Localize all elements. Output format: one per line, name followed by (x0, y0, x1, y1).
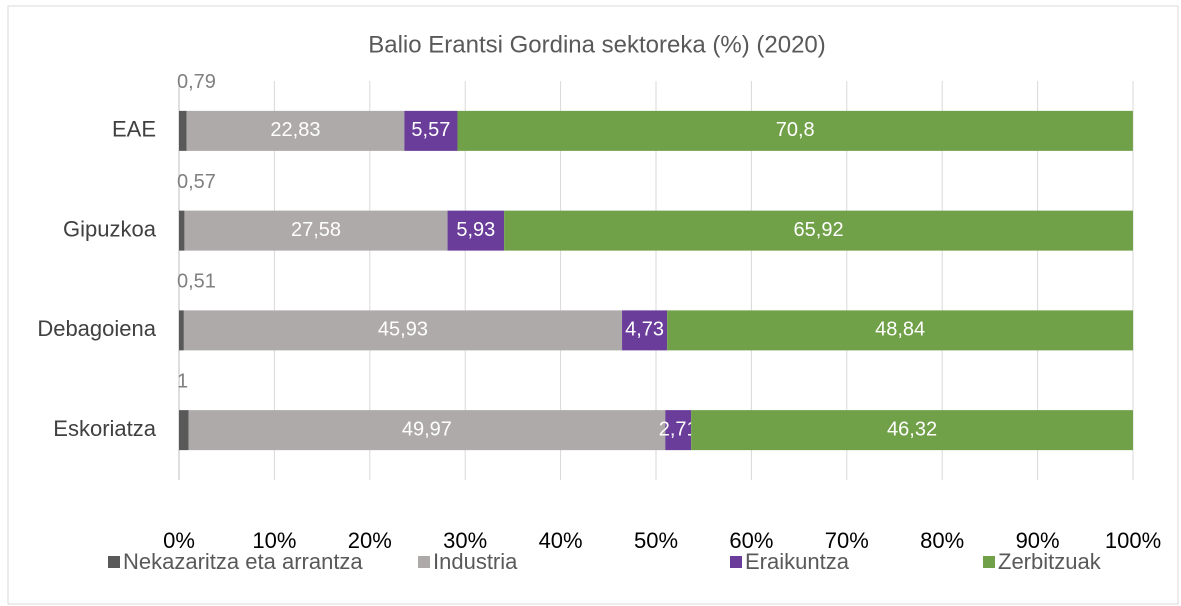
bar-segment (184, 210, 448, 251)
legend-label: Zerbitzuak (998, 549, 1102, 574)
bar-segment (457, 110, 1133, 151)
x-tick-label: 40% (539, 528, 583, 553)
x-tick-label: 80% (920, 528, 964, 553)
data-label: 4,73 (625, 319, 664, 341)
bar-segment (504, 210, 1134, 251)
x-tick-label: 10% (252, 528, 296, 553)
legend-swatch (730, 556, 742, 568)
data-label: 5,57 (411, 119, 450, 141)
data-label: 65,92 (794, 219, 844, 241)
legend-swatch (983, 556, 995, 568)
x-tick-label: 50% (634, 528, 678, 553)
bar-segment (691, 410, 1133, 451)
y-tick-label: Gipuzkoa (63, 216, 157, 241)
x-tick-label: 0% (163, 528, 195, 553)
chart-border (7, 5, 1179, 605)
x-tick-label: 20% (348, 528, 392, 553)
data-label: 46,32 (887, 418, 937, 440)
x-tick-label: 30% (443, 528, 487, 553)
legend-swatch (418, 556, 430, 568)
bar-segment (188, 410, 666, 451)
chart-title: Balio Erantsi Gordina sektoreka (%) (202… (368, 31, 826, 58)
bar-segment (179, 310, 184, 351)
bar-segment (183, 310, 623, 351)
data-label: 22,83 (270, 119, 320, 141)
x-tick-label: 70% (825, 528, 869, 553)
bar-segment (665, 410, 692, 451)
bar-segment (622, 310, 668, 351)
legend-swatch (108, 556, 120, 568)
data-label: 49,97 (402, 418, 452, 440)
data-label: 27,58 (291, 219, 341, 241)
data-label: 0,57 (177, 171, 216, 193)
data-label: 0,51 (177, 271, 216, 293)
x-tick-label: 90% (1016, 528, 1060, 553)
data-label: 45,93 (378, 319, 428, 341)
data-label: 48,84 (875, 319, 925, 341)
data-label: 70,8 (776, 119, 815, 141)
legend-label: Nekazaritza eta arrantza (123, 549, 363, 574)
x-tick-label: 100% (1105, 528, 1161, 553)
data-label: 1 (177, 370, 188, 392)
bar-segment (186, 110, 405, 151)
bar-segment (179, 410, 189, 451)
legend-label: Industria (433, 549, 518, 574)
x-tick-label: 60% (729, 528, 773, 553)
bar-segment (179, 210, 185, 251)
data-label: 2,71 (659, 418, 698, 440)
bar-segment (404, 110, 458, 151)
bar-segment (179, 110, 187, 151)
y-tick-label: EAE (112, 117, 156, 142)
bar-segment (447, 210, 505, 251)
data-label: 0,79 (177, 71, 216, 93)
y-tick-label: Debagoiena (37, 316, 156, 341)
data-label: 5,93 (456, 219, 495, 241)
y-tick-label: Eskoriatza (53, 416, 156, 441)
bar-segment (667, 310, 1134, 351)
legend-label: Eraikuntza (745, 549, 850, 574)
